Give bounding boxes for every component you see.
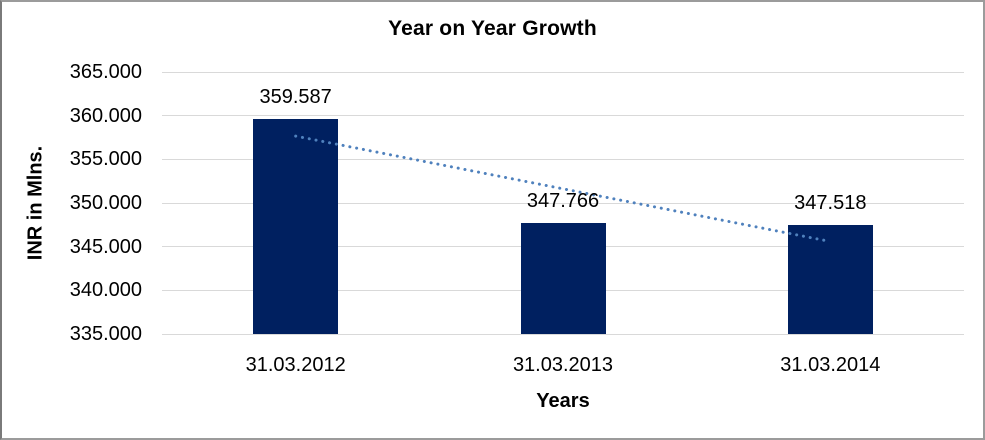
chart-title: Year on Year Growth bbox=[388, 17, 597, 40]
gridline bbox=[162, 333, 964, 335]
bar bbox=[520, 222, 606, 334]
y-tick-label: 350.000 bbox=[69, 192, 142, 214]
bar bbox=[787, 224, 873, 334]
y-tick-label: 335.000 bbox=[69, 323, 142, 345]
gridline bbox=[162, 71, 964, 73]
y-tick-label: 345.000 bbox=[69, 235, 142, 258]
y-tick-label: 355.000 bbox=[69, 148, 142, 171]
bar-value-label: 347.766 bbox=[526, 189, 600, 212]
y-tick-label: 365.000 bbox=[69, 61, 142, 83]
bar bbox=[253, 119, 339, 334]
x-axis-title: Years bbox=[536, 390, 590, 412]
x-category-label: 31.03.2014 bbox=[780, 354, 881, 376]
x-category-label: 31.03.2013 bbox=[512, 354, 614, 376]
gridline bbox=[162, 115, 964, 117]
bar-value-label: 347.518 bbox=[794, 191, 867, 214]
x-category-label: 31.03.2012 bbox=[245, 354, 346, 376]
y-tick-label: 360.000 bbox=[69, 104, 142, 127]
y-tick-label: 340.000 bbox=[69, 279, 142, 302]
plot-area bbox=[162, 71, 964, 335]
bar-value-label: 359.587 bbox=[259, 86, 332, 109]
